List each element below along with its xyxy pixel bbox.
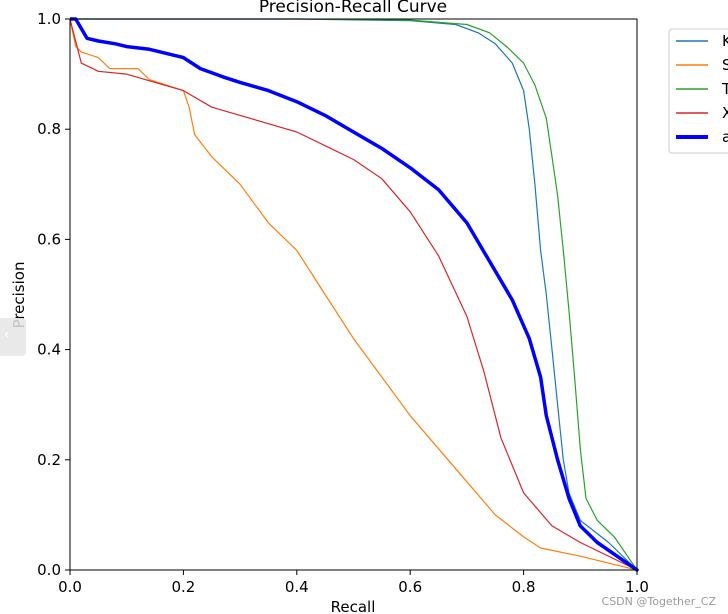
legend-box xyxy=(668,28,728,154)
x-tick-label: 0.8 xyxy=(512,578,536,596)
y-tick-label: 0.2 xyxy=(37,451,61,469)
x-tick-label: 0.0 xyxy=(58,578,82,596)
series-line-t xyxy=(70,18,638,571)
x-tick-label: 0.4 xyxy=(285,578,309,596)
y-tick-label: 0.4 xyxy=(37,341,61,359)
x-tick-label: 0.6 xyxy=(398,578,422,596)
x-tick-label: 0.2 xyxy=(171,578,195,596)
plot-frame xyxy=(69,18,638,571)
chart-title: Precision-Recall Curve xyxy=(259,0,447,17)
series-line-s xyxy=(70,18,638,571)
y-tick-label: 0.6 xyxy=(37,230,61,248)
side-collapse-tab[interactable]: ‹ xyxy=(0,318,26,356)
series-layer xyxy=(70,17,639,572)
legend-label: T xyxy=(721,80,728,98)
y-tick-label: 0.0 xyxy=(37,561,61,579)
x-axis-label: Recall xyxy=(331,598,376,614)
legend-label: K xyxy=(722,32,728,50)
legend-label: a xyxy=(722,128,728,146)
x-tick-label: 1.0 xyxy=(625,578,649,596)
series-line-a xyxy=(70,17,639,572)
watermark: CSDN @Together_CZ xyxy=(601,595,716,608)
y-axis: 0.0 0.2 0.4 0.6 0.8 1.0 xyxy=(37,10,70,579)
series-line-x xyxy=(70,18,638,571)
y-axis-label: Precision xyxy=(10,262,28,329)
legend-label: S xyxy=(722,56,728,74)
y-tick-label: 1.0 xyxy=(37,10,61,28)
chevron-left-icon: ‹ xyxy=(4,327,10,343)
x-axis: 0.0 0.2 0.4 0.6 0.8 1.0 xyxy=(58,570,649,596)
legend-label: X xyxy=(722,104,728,122)
y-tick-label: 0.8 xyxy=(37,120,61,138)
